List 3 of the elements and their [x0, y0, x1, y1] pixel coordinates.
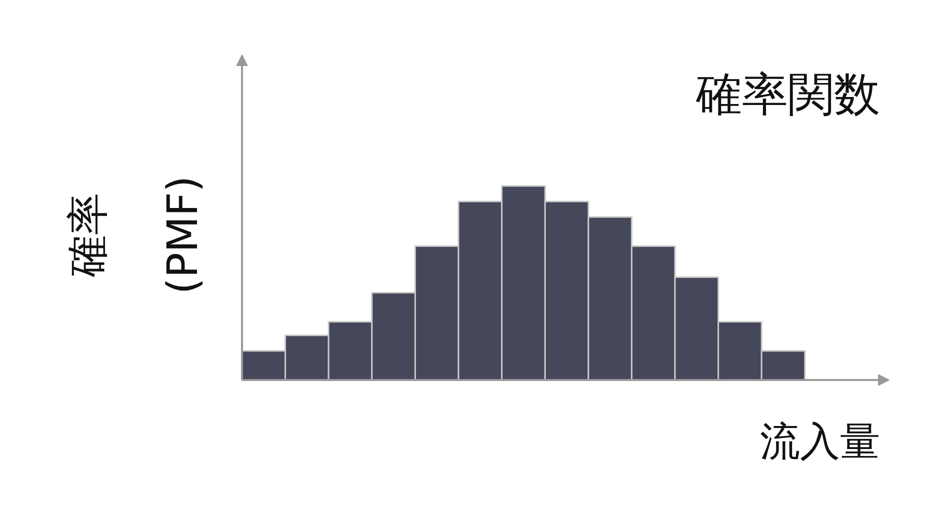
x-axis-title: 流入量 — [760, 419, 880, 465]
chart-title: 確率関数 — [695, 67, 880, 121]
y-axis-title: 確率 (PMF) — [63, 176, 207, 294]
